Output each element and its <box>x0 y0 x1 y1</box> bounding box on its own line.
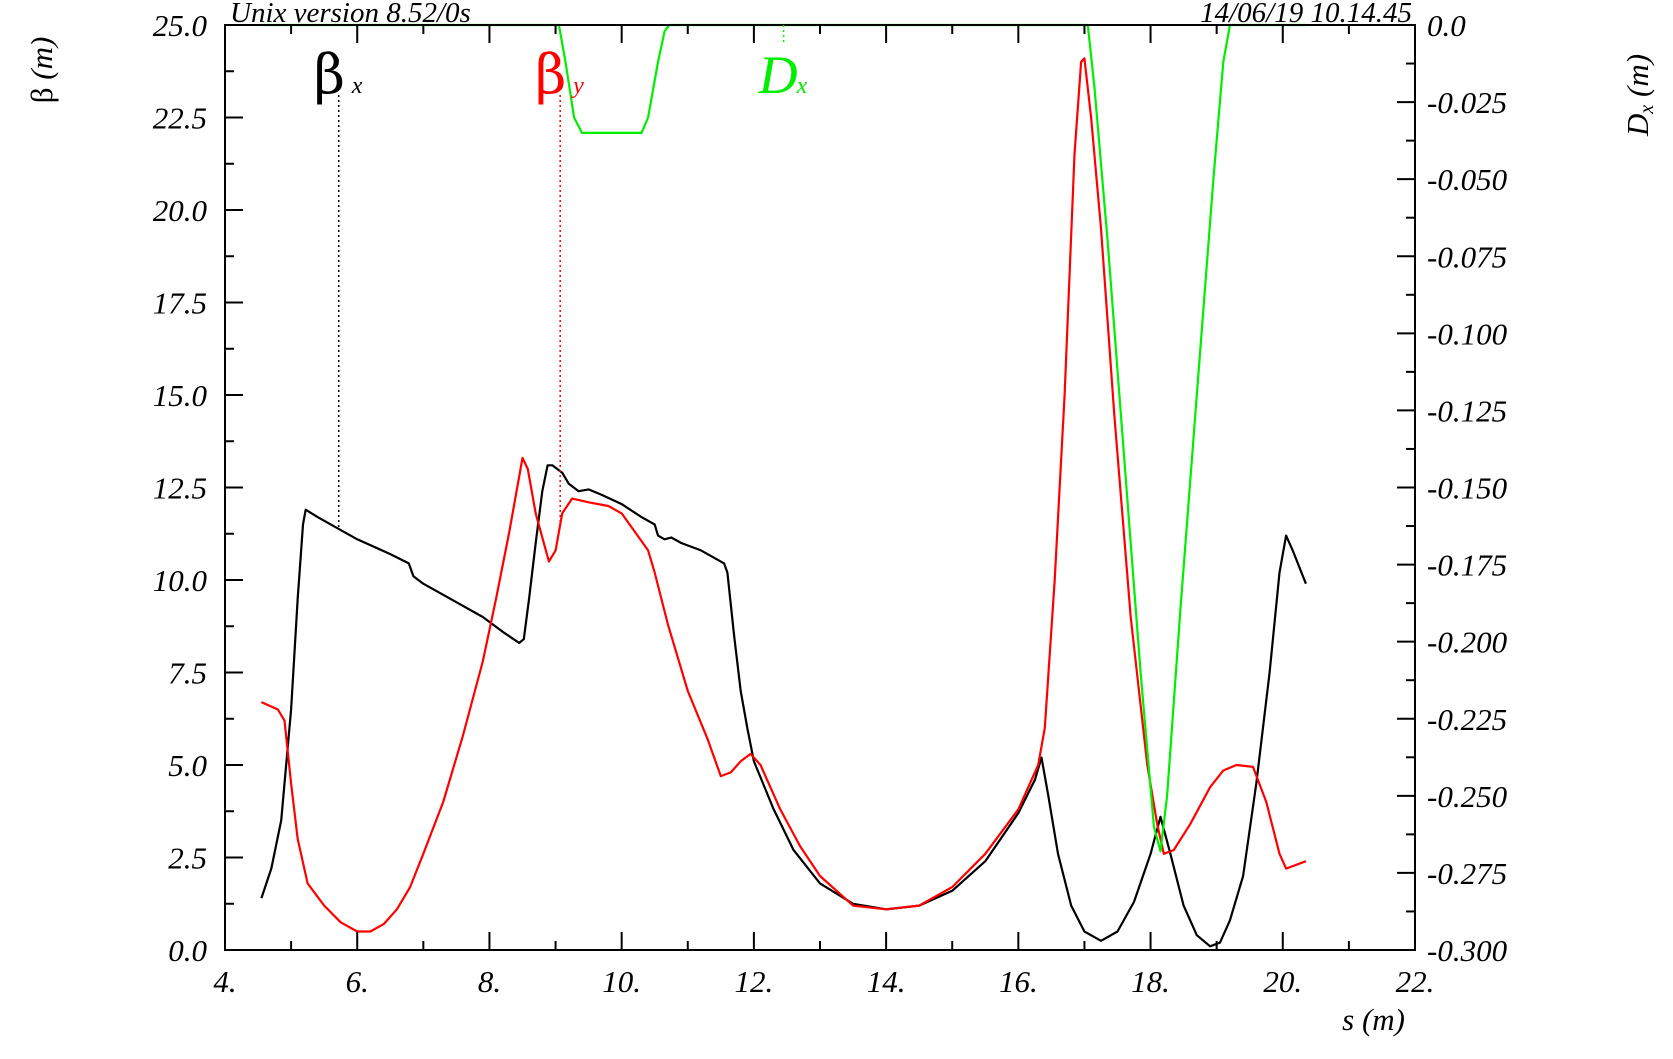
legend-subscript: y <box>571 73 584 99</box>
y-right-axis-title-text: Dx (m) <box>1620 54 1658 137</box>
y-left-tick-label: 10.0 <box>153 563 208 598</box>
x-tick-label: 4. <box>213 964 236 999</box>
y-right-tick-label: -0.150 <box>1427 471 1508 506</box>
y-left-tick-label: 22.5 <box>153 101 207 136</box>
y-right-tick-label: -0.125 <box>1427 393 1507 428</box>
y-left-tick-label: 17.5 <box>153 286 207 321</box>
y-right-tick-label: -0.050 <box>1427 162 1508 197</box>
y-right-tick-label: -0.250 <box>1427 779 1508 814</box>
y-left-tick-label: 0.0 <box>168 933 207 968</box>
x-tick-label: 12. <box>735 964 774 999</box>
legend-subscript: x <box>351 73 363 99</box>
ticks-layer <box>224 24 1416 951</box>
legend-label: β <box>535 43 566 106</box>
y-left-tick-label: 7.5 <box>168 656 207 691</box>
y-left-tick-label: 20.0 <box>153 193 208 228</box>
series-layer <box>260 23 1307 948</box>
x-tick-label: 16. <box>999 964 1038 999</box>
y-left-tick-label: 12.5 <box>153 471 207 506</box>
y-right-tick-label: -0.300 <box>1427 933 1508 968</box>
y-right-tick-label: -0.200 <box>1427 625 1508 660</box>
x-axis-title: s (m) <box>1342 1002 1405 1037</box>
x-tick-label: 8. <box>478 964 501 999</box>
series-line-βy <box>260 57 1307 933</box>
y-left-tick-label: 15.0 <box>153 378 208 413</box>
y-left-tick-label: 25.0 <box>153 8 208 43</box>
y-right-tick-label: -0.175 <box>1427 548 1507 583</box>
x-tick-label: 10. <box>602 964 641 999</box>
y-left-axis-title: β (m) <box>24 37 59 104</box>
axis-titles-layer: s (m) β (m) Dx (m) <box>24 37 1658 1037</box>
legend-subscript: x <box>796 73 808 99</box>
plot-frame <box>224 24 1416 951</box>
y-left-tick-label: 2.5 <box>168 841 207 876</box>
legend-label: β <box>314 43 345 106</box>
x-tick-label: 14. <box>867 964 906 999</box>
legend-label: D <box>758 45 798 105</box>
y-right-tick-label: -0.075 <box>1427 239 1507 274</box>
x-tick-label: 6. <box>346 964 369 999</box>
y-right-tick-label: 0.0 <box>1427 8 1466 43</box>
y-right-tick-label: -0.025 <box>1427 85 1507 120</box>
y-left-axis-title-text: β (m) <box>24 37 59 104</box>
y-right-tick-label: -0.100 <box>1427 316 1508 351</box>
x-tick-label: 18. <box>1131 964 1170 999</box>
y-right-tick-label: -0.225 <box>1427 702 1507 737</box>
y-left-tick-label: 5.0 <box>168 748 207 783</box>
tick-labels-layer: 4. 6. 8. 10. 12. 14. 16. 18. 20. 22. 0.0 2.5 5.0 7.5 1… <box>153 8 1508 999</box>
series-line-Dx <box>261 23 1306 853</box>
series-line-βx <box>260 464 1307 948</box>
y-right-tick-label: -0.275 <box>1427 856 1507 891</box>
x-tick-label: 20. <box>1263 964 1302 999</box>
y-right-axis-title: Dx (m) <box>1620 54 1658 137</box>
x-tick-label: 22. <box>1396 964 1435 999</box>
